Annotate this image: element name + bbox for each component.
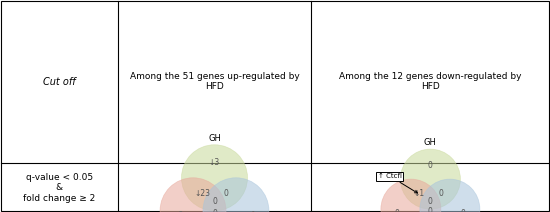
Text: 0: 0 [212, 197, 217, 206]
Text: 0: 0 [428, 161, 433, 170]
Text: 0: 0 [395, 209, 400, 212]
Text: ↓1: ↓1 [414, 189, 425, 198]
Circle shape [420, 179, 480, 212]
Text: Among the 51 genes up-regulated by
HFD: Among the 51 genes up-regulated by HFD [130, 72, 299, 91]
Text: 0: 0 [224, 189, 228, 198]
Circle shape [203, 178, 269, 212]
Circle shape [182, 145, 248, 211]
Text: ↓23: ↓23 [194, 189, 210, 198]
Text: 0: 0 [428, 197, 433, 205]
Circle shape [400, 149, 460, 209]
Text: Among the 12 genes down-regulated by
HFD: Among the 12 genes down-regulated by HFD [339, 72, 521, 91]
Text: ↑ Ctcfl: ↑ Ctcfl [378, 173, 417, 193]
Text: 0: 0 [428, 207, 433, 212]
Text: GH: GH [424, 138, 437, 147]
Text: ↓1: ↓1 [245, 211, 256, 212]
Text: ↓8: ↓8 [173, 211, 184, 212]
Text: 0: 0 [212, 209, 217, 212]
Text: GH: GH [208, 134, 221, 143]
Circle shape [160, 178, 226, 212]
Text: ↓3: ↓3 [209, 158, 220, 167]
Text: 0: 0 [461, 209, 466, 212]
Circle shape [381, 179, 441, 212]
Text: 0: 0 [438, 189, 443, 198]
Text: q-value < 0.05
&
fold change ≥ 2: q-value < 0.05 & fold change ≥ 2 [23, 173, 95, 202]
Text: Cut off: Cut off [43, 77, 75, 87]
